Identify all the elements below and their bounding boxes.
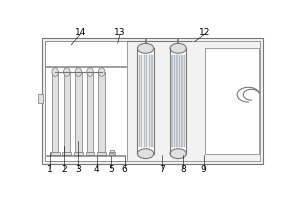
Bar	[151, 55, 152, 147]
Ellipse shape	[137, 43, 154, 53]
Bar	[171, 55, 172, 147]
Bar	[137, 48, 154, 154]
Bar	[146, 55, 148, 147]
Text: 5: 5	[108, 165, 114, 174]
Bar	[174, 55, 175, 147]
Ellipse shape	[170, 43, 186, 53]
Ellipse shape	[75, 68, 82, 76]
Bar	[184, 55, 185, 147]
Text: 9: 9	[201, 165, 207, 174]
Bar	[149, 55, 150, 147]
Text: 13: 13	[114, 28, 126, 37]
Bar	[64, 72, 70, 152]
Bar	[51, 152, 60, 155]
Text: 14: 14	[75, 28, 86, 37]
Bar	[97, 152, 106, 155]
Bar	[74, 152, 83, 155]
Bar	[170, 48, 186, 154]
Ellipse shape	[52, 68, 59, 76]
Text: 4: 4	[94, 165, 100, 174]
Bar	[139, 55, 140, 147]
Bar	[45, 41, 260, 161]
Bar	[179, 55, 180, 147]
Ellipse shape	[64, 68, 70, 76]
Text: 7: 7	[159, 165, 165, 174]
Bar	[52, 72, 59, 152]
Bar	[62, 152, 71, 155]
Text: 3: 3	[75, 165, 81, 174]
Bar	[75, 72, 82, 152]
Text: 6: 6	[122, 165, 128, 174]
Bar	[42, 38, 263, 164]
Bar	[87, 72, 93, 152]
Bar	[176, 55, 178, 147]
Bar	[141, 55, 142, 147]
Bar	[205, 48, 259, 154]
Ellipse shape	[98, 68, 105, 76]
Bar	[110, 150, 115, 152]
Bar	[45, 41, 127, 161]
Bar	[144, 55, 145, 147]
Text: 12: 12	[199, 28, 211, 37]
Text: 1: 1	[47, 165, 53, 174]
Bar	[109, 152, 116, 155]
Bar	[98, 72, 105, 152]
Ellipse shape	[170, 149, 186, 159]
Bar	[181, 55, 183, 147]
Bar	[38, 94, 43, 103]
Ellipse shape	[87, 68, 93, 76]
Text: 8: 8	[180, 165, 186, 174]
Ellipse shape	[137, 149, 154, 159]
Bar	[85, 152, 94, 155]
Text: 2: 2	[61, 165, 67, 174]
